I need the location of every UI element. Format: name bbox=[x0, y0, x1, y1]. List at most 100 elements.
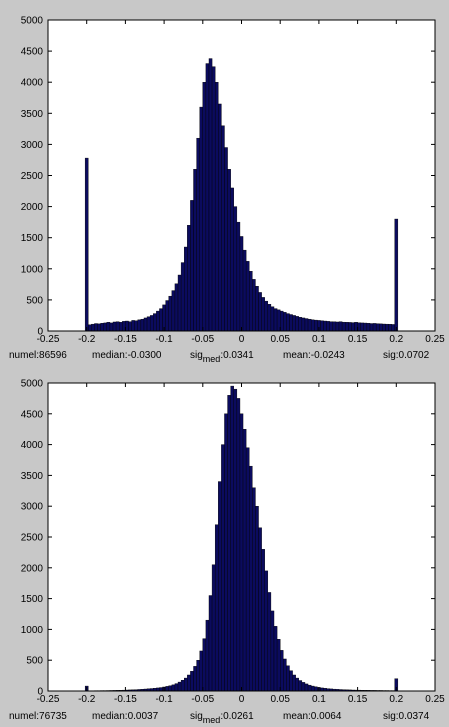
x-tick-label: -0.15 bbox=[114, 694, 137, 705]
histogram-bar bbox=[295, 316, 299, 332]
histogram-bar bbox=[314, 319, 318, 332]
histogram-bar bbox=[193, 169, 197, 332]
histogram-bar bbox=[187, 674, 191, 692]
histogram-bar bbox=[227, 169, 231, 332]
stat-sig-med: sigmed:0.0261 bbox=[190, 711, 254, 725]
histogram-bar bbox=[128, 321, 132, 332]
histogram-bar bbox=[372, 323, 377, 332]
histogram-bar bbox=[193, 666, 197, 692]
histogram-bar bbox=[363, 322, 368, 332]
histogram-bar bbox=[388, 324, 392, 332]
histogram-bar bbox=[304, 318, 309, 332]
y-tick-label: 1500 bbox=[21, 594, 44, 605]
histogram-bar bbox=[112, 321, 117, 332]
histogram-bar bbox=[255, 286, 259, 332]
histogram-bar bbox=[100, 323, 104, 332]
stat-sig-med: sigmed:0.0341 bbox=[190, 350, 254, 364]
histogram-bar bbox=[301, 682, 306, 692]
histogram-bar bbox=[196, 137, 200, 332]
y-tick-label: 2500 bbox=[21, 533, 44, 544]
stat-mean: mean:-0.0243 bbox=[283, 350, 345, 361]
histogram-bar bbox=[351, 322, 355, 332]
histogram-bar bbox=[382, 323, 386, 332]
histogram-bar bbox=[177, 681, 182, 692]
histogram-bar bbox=[341, 321, 346, 332]
y-tick-label: 2000 bbox=[21, 563, 44, 574]
histogram-bar bbox=[214, 81, 219, 332]
y-tick-label: 3000 bbox=[21, 140, 44, 151]
histogram-bar bbox=[270, 306, 275, 332]
histogram-bar bbox=[280, 650, 284, 692]
histogram-bar bbox=[249, 271, 253, 332]
stat-median: median:-0.0300 bbox=[92, 350, 162, 361]
histogram-bar bbox=[314, 686, 318, 692]
histogram-bar bbox=[267, 304, 272, 332]
histogram-bar bbox=[242, 249, 247, 332]
y-tick-label: 0 bbox=[37, 687, 43, 698]
histogram-bar bbox=[208, 58, 213, 332]
histogram-bar bbox=[239, 413, 244, 692]
histogram-bar bbox=[211, 564, 216, 692]
histogram-bar bbox=[224, 413, 228, 692]
y-tick-label: 4000 bbox=[21, 78, 44, 89]
x-tick-label: -0.25 bbox=[37, 694, 60, 705]
histogram-bar bbox=[273, 308, 278, 332]
histogram-panel-top: -0.25 -0.2 -0.15 -0.1 -0.05 0 0.05 0.1 0.15 0.2 0.… bbox=[9, 16, 445, 365]
histogram-bar bbox=[310, 319, 315, 332]
histogram-bar bbox=[88, 324, 92, 332]
y-tick-label: 2500 bbox=[21, 171, 44, 182]
histogram-bar bbox=[245, 261, 250, 332]
y-tick-label: 3500 bbox=[21, 471, 44, 482]
histogram-bar bbox=[180, 680, 185, 692]
histogram-bar bbox=[239, 236, 244, 332]
y-tick-label: 0 bbox=[37, 327, 43, 338]
histogram-bar bbox=[233, 206, 238, 332]
histogram-bar bbox=[205, 619, 210, 692]
histogram-bar bbox=[199, 650, 203, 692]
histogram-bar bbox=[187, 225, 191, 332]
histogram-bar bbox=[221, 444, 225, 692]
histogram-bar bbox=[134, 320, 138, 332]
histogram-bar bbox=[360, 322, 364, 332]
histogram-bar bbox=[289, 314, 293, 332]
histogram-bar bbox=[261, 297, 265, 332]
x-tick-label: -0.1 bbox=[155, 694, 173, 705]
histogram-bar bbox=[307, 318, 312, 332]
histogram-bar bbox=[236, 398, 241, 692]
x-tick-label: 0.2 bbox=[389, 334, 403, 345]
histogram-bar bbox=[348, 322, 352, 332]
histogram-bar bbox=[137, 319, 142, 332]
y-tick-label: 3500 bbox=[21, 109, 44, 120]
histogram-bar bbox=[202, 81, 207, 332]
histogram-bar bbox=[165, 300, 169, 332]
x-tick-label: -0.25 bbox=[37, 334, 60, 345]
y-tick-label: 5000 bbox=[21, 379, 44, 390]
histogram-bar bbox=[385, 323, 389, 332]
histogram-bar bbox=[286, 313, 290, 332]
histogram-bar bbox=[369, 323, 374, 332]
histogram-bar bbox=[264, 570, 269, 692]
x-tick-label: 0 bbox=[239, 694, 245, 705]
histogram-bar bbox=[106, 322, 111, 332]
y-tick-label: 500 bbox=[26, 295, 43, 306]
histogram-bar bbox=[230, 187, 234, 332]
x-tick-label: -0.1 bbox=[155, 334, 173, 345]
histogram-bar bbox=[320, 320, 324, 332]
histogram-bar bbox=[298, 680, 303, 692]
histogram-bar bbox=[165, 686, 169, 692]
histogram-bar bbox=[310, 685, 315, 692]
x-tick-label: -0.15 bbox=[114, 334, 137, 345]
histogram-bar bbox=[218, 481, 222, 692]
x-tick-label: 0.15 bbox=[348, 694, 368, 705]
histogram-bar bbox=[97, 323, 101, 332]
histogram-bar bbox=[143, 317, 148, 332]
histogram-bar bbox=[159, 687, 163, 692]
histogram-bar bbox=[252, 487, 256, 692]
histogram-bar bbox=[245, 447, 250, 692]
histogram-bar bbox=[214, 524, 219, 692]
histogram-bar bbox=[307, 684, 312, 692]
y-tick-label: 5000 bbox=[21, 16, 44, 27]
histogram-bar bbox=[267, 592, 272, 692]
histogram-bar bbox=[171, 290, 176, 332]
